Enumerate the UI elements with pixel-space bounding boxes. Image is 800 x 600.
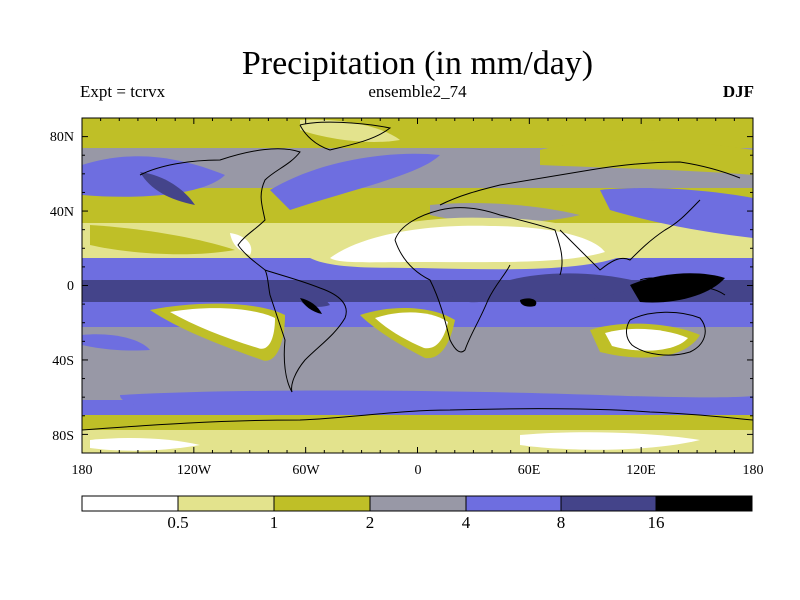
south-america-west-coast — [264, 269, 293, 393]
indian-ocean-max — [520, 298, 537, 307]
colorbar-label-4: 4 — [462, 513, 471, 532]
south-atlantic-driest — [375, 312, 448, 349]
coastlines — [82, 121, 753, 431]
colorbar-box-1 — [81, 495, 179, 512]
colorbar-box-5 — [465, 495, 562, 512]
siberia-band — [540, 140, 753, 175]
south-america-coast — [264, 269, 347, 393]
colorbar-label-1: 1 — [270, 513, 279, 532]
map-title: Precipitation (in mm/day) — [241, 45, 594, 82]
season-label: DJF — [722, 82, 754, 101]
amazon-wet — [290, 288, 330, 307]
colorbar-box-6 — [560, 495, 657, 512]
north-west-pacific-track — [600, 187, 753, 238]
indonesia-coast — [639, 277, 726, 296]
y-tick-label-0: 0 — [67, 279, 74, 294]
x-tick-label-120e: 120E — [626, 463, 656, 478]
antarctic-margin-band — [82, 415, 753, 430]
x-tick-label-180e: 180 — [743, 463, 764, 478]
indian-ocean-wet — [510, 273, 640, 302]
greenland-coast — [299, 121, 392, 151]
x-tick-label-60e: 60E — [518, 463, 541, 478]
africa-south-coast — [394, 239, 511, 353]
x-tick-label-120w: 120W — [177, 463, 212, 478]
colorbar-label-16: 16 — [648, 513, 665, 532]
australia-coast — [626, 311, 706, 356]
north-africa-coast — [394, 207, 563, 276]
y-tick-label-80n: 80N — [50, 130, 74, 145]
colorbar-box-2 — [177, 495, 275, 512]
x-tick-label-180w: 180 — [72, 463, 93, 478]
colorbar-label-0-5: 0.5 — [167, 513, 188, 532]
south-asia-coast — [559, 199, 701, 271]
eurasia-north-coast — [439, 161, 741, 206]
ensemble-label: ensemble2_74 — [368, 82, 467, 101]
congo-wet — [440, 284, 488, 303]
axis-ticks — [81, 117, 754, 454]
amazon-max — [300, 298, 322, 314]
colorbar-box-3 — [273, 495, 371, 512]
gulf-of-alaska-core — [140, 172, 195, 205]
antarctic-dry-area — [520, 432, 700, 450]
experiment-label: Expt = tcrvx — [80, 82, 166, 101]
x-tick-label-60w: 60W — [292, 463, 320, 478]
spcz-extension — [82, 334, 150, 351]
y-tick-label-40s: 40S — [52, 354, 74, 369]
colorbar-label-8: 8 — [557, 513, 566, 532]
colorbar-box-4 — [369, 495, 467, 512]
sahara-arabia-driest — [330, 225, 605, 263]
south-pacific-driest — [170, 308, 275, 349]
y-tick-label-80s: 80S — [52, 429, 74, 444]
north-america-coast — [139, 148, 301, 271]
mexico-dry-spot — [230, 233, 252, 255]
south-indian-driest — [605, 328, 688, 351]
precipitation-field — [82, 118, 753, 453]
subtropical-pacific-north — [90, 225, 235, 255]
antarctica-coast — [82, 408, 753, 431]
west-antarctic-dry — [90, 437, 200, 451]
north-atlantic-storm-track — [270, 153, 440, 210]
x-tick-label-0: 0 — [415, 463, 422, 478]
southern-ocean-storm-track — [120, 390, 753, 411]
colorbar-label-2: 2 — [366, 513, 375, 532]
colorbar: 0.5 1 2 4 8 16 — [81, 495, 753, 532]
colorbar-box-7 — [655, 495, 753, 512]
y-tick-label-40n: 40N — [50, 205, 74, 220]
